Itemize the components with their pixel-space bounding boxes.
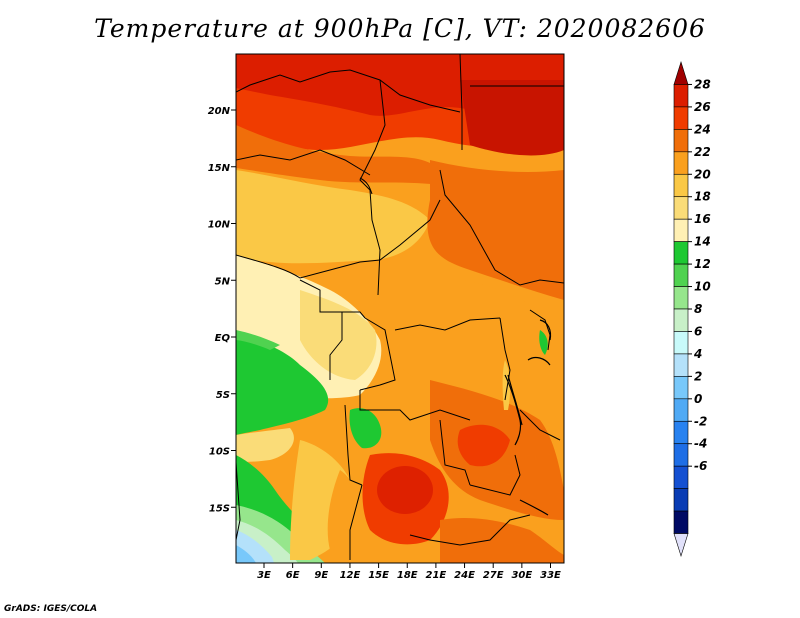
lat-tick-label: 15N bbox=[208, 163, 231, 174]
lat-tick-label: EQ bbox=[215, 333, 231, 344]
country-boundaries bbox=[236, 54, 564, 560]
colorbar-segment bbox=[673, 533, 689, 558]
colorbar-segment bbox=[673, 420, 689, 445]
lat-tick-label: 10N bbox=[208, 220, 231, 231]
lon-tick-label: 6E bbox=[286, 570, 300, 581]
colorbar-segment bbox=[673, 488, 689, 512]
lake-outlines bbox=[504, 319, 552, 516]
colorbar-label: 24 bbox=[694, 122, 711, 136]
colorbar-segment bbox=[673, 106, 689, 130]
colorbar-segment bbox=[673, 443, 689, 467]
lon-tick-label: 15E bbox=[368, 570, 389, 581]
lat-tick-label: 5S bbox=[216, 390, 230, 401]
colorbar-label: 20 bbox=[694, 167, 711, 181]
lon-tick-label: 12E bbox=[340, 570, 361, 581]
colorbar-label: 6 bbox=[694, 324, 702, 338]
colorbar-segment bbox=[673, 353, 689, 377]
colorbar-label: 14 bbox=[694, 235, 711, 249]
colorbar-label: 18 bbox=[694, 190, 711, 204]
lat-tick-label: 15S bbox=[209, 503, 230, 514]
colorbar-segment bbox=[673, 84, 689, 108]
colorbar-segment bbox=[673, 465, 689, 489]
lon-tick-label: 3E bbox=[257, 570, 271, 581]
colorbar-segment bbox=[673, 263, 689, 287]
plot-title: Temperature at 900hPa [C], VT: 202008260… bbox=[94, 14, 706, 43]
lat-tick-label: 10S bbox=[209, 447, 230, 458]
colorbar-segment bbox=[673, 173, 689, 198]
colorbar-label: -6 bbox=[694, 459, 707, 473]
grads-credit: GrADS: IGES/COLA bbox=[4, 604, 98, 614]
colorbar-label: 0 bbox=[694, 392, 702, 406]
colorbar-label: 22 bbox=[694, 145, 711, 159]
colorbar-segment bbox=[673, 286, 689, 310]
colorbar-segment bbox=[673, 510, 689, 534]
lat-tick-label: 20N bbox=[208, 106, 231, 117]
colorbar-label: 28 bbox=[694, 77, 711, 91]
temperature-field bbox=[236, 54, 564, 563]
colorbar-segment bbox=[673, 218, 689, 242]
colorbar-segment bbox=[673, 398, 689, 422]
map-frame bbox=[235, 53, 565, 564]
colorbar-label: 26 bbox=[694, 100, 711, 114]
colorbar-label: 12 bbox=[694, 257, 711, 271]
colorbar-segment bbox=[673, 151, 689, 175]
latitude-axis: 20N 15N 10N 5N EQ 5S 10S 15S bbox=[208, 106, 236, 514]
colorbar-label: 8 bbox=[694, 302, 702, 316]
colorbar-segment bbox=[673, 376, 689, 400]
colorbar-label: 2 bbox=[694, 369, 702, 383]
colorbar-label: -4 bbox=[694, 437, 707, 451]
lon-tick-label: 9E bbox=[314, 570, 328, 581]
lat-tick-label: 5N bbox=[215, 276, 231, 287]
colorbar-segment bbox=[673, 129, 689, 153]
colorbar-segment bbox=[673, 196, 689, 220]
colorbar-label: 16 bbox=[694, 212, 711, 226]
lon-tick-label: 33E bbox=[540, 570, 561, 581]
longitude-axis: 3E 6E 9E 12E 15E 18E 21E 24E 27E 30E 33E bbox=[257, 563, 561, 581]
lon-tick-label: 21E bbox=[426, 570, 447, 581]
colorbar-segment bbox=[673, 308, 689, 332]
colorbar-label: 4 bbox=[693, 347, 702, 361]
lon-tick-label: 24E bbox=[454, 570, 475, 581]
lon-tick-label: 30E bbox=[511, 570, 532, 581]
colorbar-segment bbox=[673, 60, 689, 85]
lon-tick-label: 27E bbox=[483, 570, 504, 581]
lon-tick-label: 18E bbox=[397, 570, 418, 581]
colorbar-label: -2 bbox=[694, 414, 707, 428]
colorbar-segment bbox=[673, 241, 689, 265]
colorbar-segment bbox=[673, 331, 689, 355]
colorbar-label: 10 bbox=[694, 280, 711, 294]
